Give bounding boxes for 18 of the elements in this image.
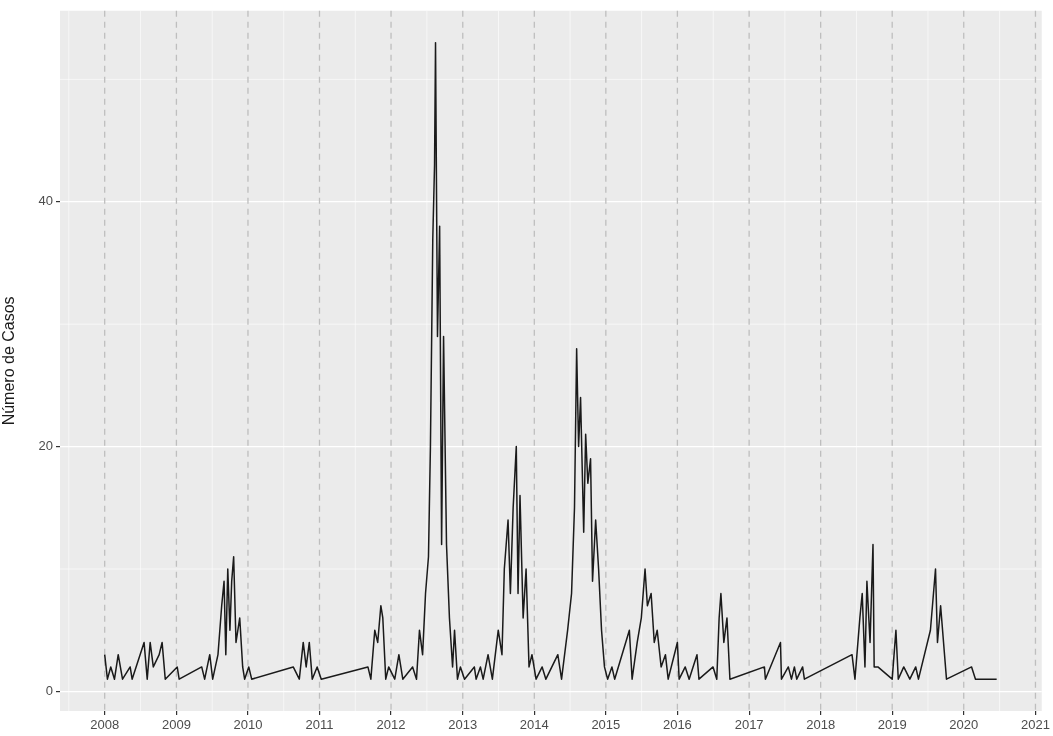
y-tick-label: 20 [38,438,53,454]
x-tick-label: 2013 [448,717,478,733]
x-tick-label: 2012 [376,717,406,733]
y-tick-label: 40 [38,193,53,209]
x-tick-label: 2009 [161,717,191,733]
x-tick-label: 2020 [949,717,979,733]
x-tick-label: 2011 [305,717,334,733]
y-axis-title: Número de Casos [0,296,18,426]
x-tick-label: 2014 [519,717,549,733]
x-tick-label: 2021 [1021,717,1050,733]
x-tick-label: 2019 [877,717,907,733]
x-tick-label: 2015 [591,717,621,733]
x-tick-label: 2008 [90,717,120,733]
x-tick-label: 2017 [734,717,764,733]
x-tick-label: 2016 [662,717,692,733]
x-tick-label: 2010 [233,717,263,733]
x-tick-label: 2018 [806,717,836,733]
y-tick-label: 0 [45,682,53,698]
